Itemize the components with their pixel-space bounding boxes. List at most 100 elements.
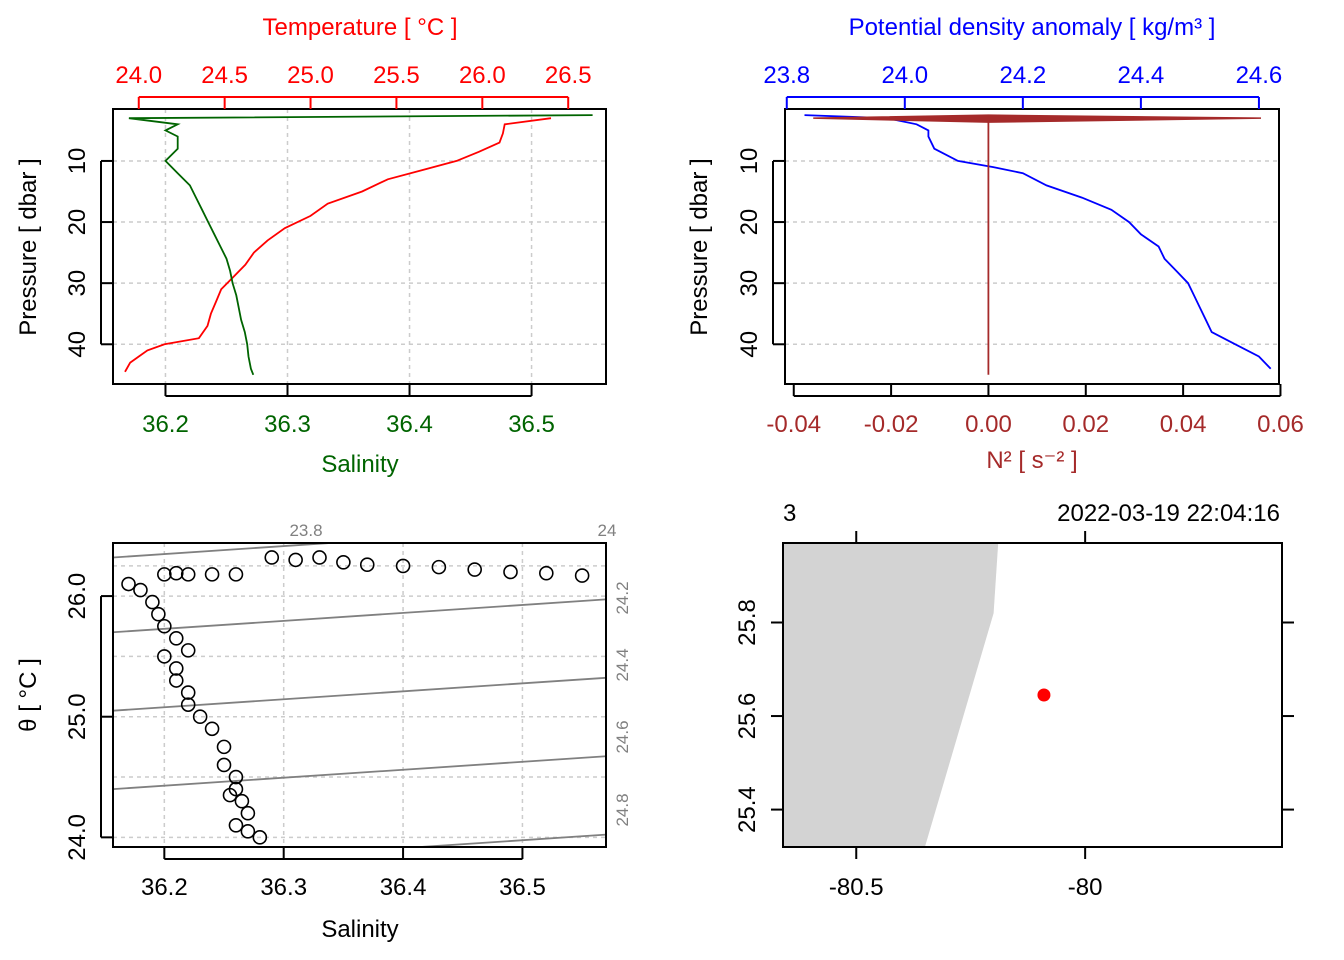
p1-top-tick-label: 26.0 (459, 62, 506, 89)
p2-n2-surface-spike (813, 114, 1262, 123)
p3-contour-label: 24 (598, 521, 617, 540)
p3-point (157, 618, 172, 634)
p1-y-axis-title: Pressure [ dbar ] (15, 158, 42, 335)
p3-point (539, 565, 554, 581)
p3-point (216, 757, 232, 773)
p3-point (240, 824, 256, 839)
p2-top-tick-label: 23.8 (763, 62, 810, 89)
p3-contour-label: 24.6 (613, 720, 632, 753)
p3-contour-label: 23.8 (289, 521, 322, 540)
p3-point (168, 673, 184, 688)
p3-point (192, 709, 208, 725)
p2-bottom-tick-label: 0.04 (1160, 411, 1207, 438)
p2-bottom-tick-label: 0.02 (1062, 411, 1109, 438)
p1-left-tick-label: 20 (64, 209, 91, 236)
p4-plot-box (782, 542, 1283, 848)
p1-top-tick-label: 24.5 (201, 62, 248, 89)
p4-left-tick-label: 25.6 (734, 693, 761, 740)
p2-plot-box (784, 108, 1280, 385)
p1-plot-box (112, 108, 607, 385)
p3-point (228, 817, 244, 833)
p3-point (288, 552, 303, 568)
p2-bottom-tick-label: -0.04 (766, 411, 821, 438)
p3-point (204, 721, 220, 737)
p2-density-line (804, 114, 1272, 370)
p1-top-tick-label: 24.0 (115, 62, 162, 89)
p3-point (336, 555, 351, 570)
p3-y-axis-title: θ [ °C ] (15, 658, 42, 732)
p3-density-contour (113, 676, 606, 712)
p3-point (180, 567, 196, 582)
p3-x-axis-title: Salinity (321, 916, 398, 943)
p1-top-tick-label: 26.5 (545, 62, 592, 89)
p1-bottom-tick-label: 36.5 (508, 411, 555, 438)
p4-timestamp: 2022-03-19 22:04:16 (1057, 500, 1280, 527)
p2-top-tick-label: 24.2 (999, 62, 1046, 89)
p3-contour-label: 24.8 (613, 793, 632, 826)
p3-point (204, 567, 220, 582)
p3-bottom-tick-label: 36.3 (260, 874, 307, 901)
p3-point (133, 582, 148, 598)
p3-density-contour (113, 543, 344, 559)
p1-temperature-line (124, 117, 552, 373)
p2-bottom-tick-label: 0.00 (965, 411, 1012, 438)
p3-bottom-tick-label: 36.2 (141, 874, 188, 901)
p2-left-tick-label: 40 (736, 331, 763, 358)
p2-top-axis-title: Potential density anomaly [ kg/m³ ] (849, 14, 1216, 41)
p3-point (264, 550, 280, 565)
p3-point (395, 558, 411, 574)
p1-salinity-line (128, 114, 593, 376)
p3-point (574, 568, 590, 583)
p3-density-contour (406, 833, 606, 847)
p1-top-tick-label: 25.5 (373, 62, 420, 89)
p3-point (168, 661, 184, 676)
p3-point (157, 649, 172, 664)
p3-bottom-tick-label: 36.5 (499, 874, 546, 901)
p3-point (180, 697, 196, 712)
p2-left-tick-label: 10 (736, 148, 763, 175)
p2-x-axis-title: N² [ s⁻² ] (986, 447, 1077, 474)
p3-point (216, 739, 232, 755)
p4-left-tick-label: 25.8 (734, 599, 761, 646)
p3-point (151, 606, 166, 622)
p3-point (467, 562, 482, 577)
p3-point (234, 793, 250, 809)
p1-left-tick-label: 30 (64, 270, 91, 297)
p3-point (121, 576, 136, 592)
p3-left-tick-label: 26.0 (64, 573, 91, 620)
p3-point (180, 643, 196, 658)
p2-bottom-tick-label: 0.06 (1257, 411, 1304, 438)
p1-bottom-tick-label: 36.2 (142, 411, 189, 438)
p3-point (228, 769, 244, 785)
p1-top-tick-label: 25.0 (287, 62, 334, 89)
p1-left-tick-label: 10 (64, 148, 91, 175)
p3-density-contour (113, 598, 606, 634)
p1-bottom-tick-label: 36.4 (386, 411, 433, 438)
p3-point (252, 830, 268, 845)
p3-point (503, 564, 518, 580)
p3-left-tick-label: 25.0 (64, 693, 91, 740)
p3-point (157, 567, 172, 582)
p3-point (312, 550, 327, 565)
p3-point (240, 805, 256, 821)
p2-top-tick-label: 24.0 (881, 62, 928, 89)
p2-y-axis-title: Pressure [ dbar ] (686, 158, 713, 335)
p3-left-tick-label: 24.0 (64, 814, 91, 861)
p1-bottom-tick-label: 36.3 (264, 411, 311, 438)
p3-plot-box (112, 542, 607, 848)
p2-bottom-tick-label: -0.02 (864, 411, 919, 438)
p3-point (145, 594, 160, 610)
p4-bottom-tick-label: -80 (1068, 874, 1103, 901)
p3-point (180, 685, 196, 700)
p2-top-tick-label: 24.6 (1236, 62, 1283, 89)
p2-top-tick-label: 24.4 (1118, 62, 1165, 89)
p3-bottom-tick-label: 36.4 (380, 874, 427, 901)
p3-density-contour (113, 755, 606, 790)
p4-land (783, 543, 999, 847)
p2-left-tick-label: 30 (736, 270, 763, 297)
p1-left-tick-label: 40 (64, 331, 91, 358)
p3-point (228, 567, 244, 582)
p4-station-marker (1037, 688, 1051, 702)
p1-top-axis-title: Temperature [ °C ] (263, 14, 458, 41)
